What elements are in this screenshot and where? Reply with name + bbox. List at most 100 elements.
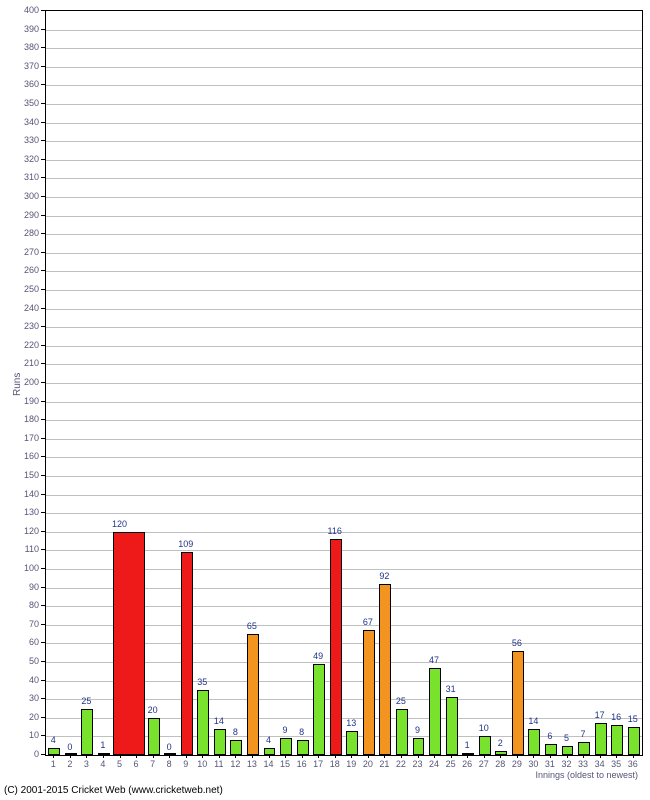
xtick-mark — [269, 754, 270, 758]
bar — [280, 738, 292, 755]
xtick-mark — [318, 754, 319, 758]
xtick-mark — [302, 754, 303, 758]
ytick-label: 10 — [17, 730, 39, 740]
ytick-mark — [41, 624, 45, 625]
xtick-label: 20 — [363, 759, 373, 769]
bar-value-label: 92 — [379, 571, 389, 581]
xtick-mark — [335, 754, 336, 758]
ytick-label: 190 — [17, 396, 39, 406]
bar — [413, 738, 425, 755]
bar — [297, 740, 309, 755]
xtick-label: 16 — [297, 759, 307, 769]
ytick-label: 160 — [17, 451, 39, 461]
ytick-mark — [41, 270, 45, 271]
xtick-label: 5 — [117, 759, 122, 769]
bar-value-label: 20 — [148, 705, 158, 715]
gridline — [46, 123, 642, 124]
ytick-label: 280 — [17, 228, 39, 238]
gridline — [46, 141, 642, 142]
bar — [129, 532, 145, 755]
bar — [379, 584, 391, 755]
ytick-mark — [41, 10, 45, 11]
ytick-label: 330 — [17, 135, 39, 145]
ytick-label: 80 — [17, 600, 39, 610]
ytick-mark — [41, 717, 45, 718]
bar-value-label: 16 — [611, 712, 621, 722]
xtick-label: 30 — [528, 759, 538, 769]
xtick-label: 10 — [197, 759, 207, 769]
ytick-label: 0 — [17, 749, 39, 759]
gridline — [46, 327, 642, 328]
ytick-label: 130 — [17, 507, 39, 517]
ytick-mark — [41, 419, 45, 420]
ytick-label: 300 — [17, 191, 39, 201]
bar-value-label: 9 — [283, 725, 288, 735]
xtick-label: 22 — [396, 759, 406, 769]
ytick-mark — [41, 531, 45, 532]
x-axis-label: Innings (oldest to newest) — [535, 770, 638, 780]
ytick-label: 360 — [17, 79, 39, 89]
gridline — [46, 30, 642, 31]
xtick-label: 15 — [280, 759, 290, 769]
gridline — [46, 216, 642, 217]
bar — [495, 751, 507, 755]
bar-value-label: 4 — [266, 735, 271, 745]
bar-value-label: 7 — [581, 729, 586, 739]
bar-value-label: 35 — [197, 677, 207, 687]
xtick-label: 18 — [330, 759, 340, 769]
ytick-mark — [41, 345, 45, 346]
ytick-mark — [41, 252, 45, 253]
xtick-mark — [351, 754, 352, 758]
bar-value-label: 31 — [446, 684, 456, 694]
xtick-mark — [533, 754, 534, 758]
gridline — [46, 383, 642, 384]
bar — [48, 748, 60, 755]
bar — [545, 744, 557, 755]
bar-value-label: 0 — [67, 742, 72, 752]
ytick-label: 270 — [17, 247, 39, 257]
gridline — [46, 513, 642, 514]
bar-value-label: 116 — [328, 526, 342, 536]
ytick-label: 70 — [17, 619, 39, 629]
chart-container: Runs Innings (oldest to newest) (C) 2001… — [0, 0, 650, 800]
ytick-label: 60 — [17, 637, 39, 647]
ytick-label: 120 — [17, 526, 39, 536]
bar-value-label: 6 — [547, 731, 552, 741]
xtick-label: 19 — [346, 759, 356, 769]
ytick-mark — [41, 84, 45, 85]
ytick-mark — [41, 587, 45, 588]
ytick-label: 310 — [17, 172, 39, 182]
xtick-mark — [418, 754, 419, 758]
ytick-label: 100 — [17, 563, 39, 573]
gridline — [46, 197, 642, 198]
ytick-mark — [41, 159, 45, 160]
ytick-mark — [41, 177, 45, 178]
ytick-mark — [41, 438, 45, 439]
xtick-label: 34 — [595, 759, 605, 769]
ytick-label: 370 — [17, 61, 39, 71]
ytick-label: 50 — [17, 656, 39, 666]
xtick-label: 3 — [84, 759, 89, 769]
ytick-mark — [41, 661, 45, 662]
xtick-label: 11 — [214, 759, 223, 769]
bar-value-label: 14 — [214, 716, 224, 726]
gridline — [46, 476, 642, 477]
bar — [462, 753, 474, 755]
xtick-mark — [70, 754, 71, 758]
bar-value-label: 1 — [465, 740, 470, 750]
gridline — [46, 253, 642, 254]
xtick-label: 28 — [495, 759, 505, 769]
gridline — [46, 420, 642, 421]
bar-value-label: 8 — [299, 727, 304, 737]
ytick-label: 220 — [17, 340, 39, 350]
ytick-label: 180 — [17, 414, 39, 424]
ytick-mark — [41, 642, 45, 643]
ytick-label: 150 — [17, 470, 39, 480]
xtick-mark — [153, 754, 154, 758]
xtick-label: 8 — [167, 759, 172, 769]
ytick-mark — [41, 456, 45, 457]
xtick-label: 13 — [247, 759, 257, 769]
xtick-mark — [484, 754, 485, 758]
bar — [346, 731, 358, 755]
xtick-label: 14 — [263, 759, 273, 769]
